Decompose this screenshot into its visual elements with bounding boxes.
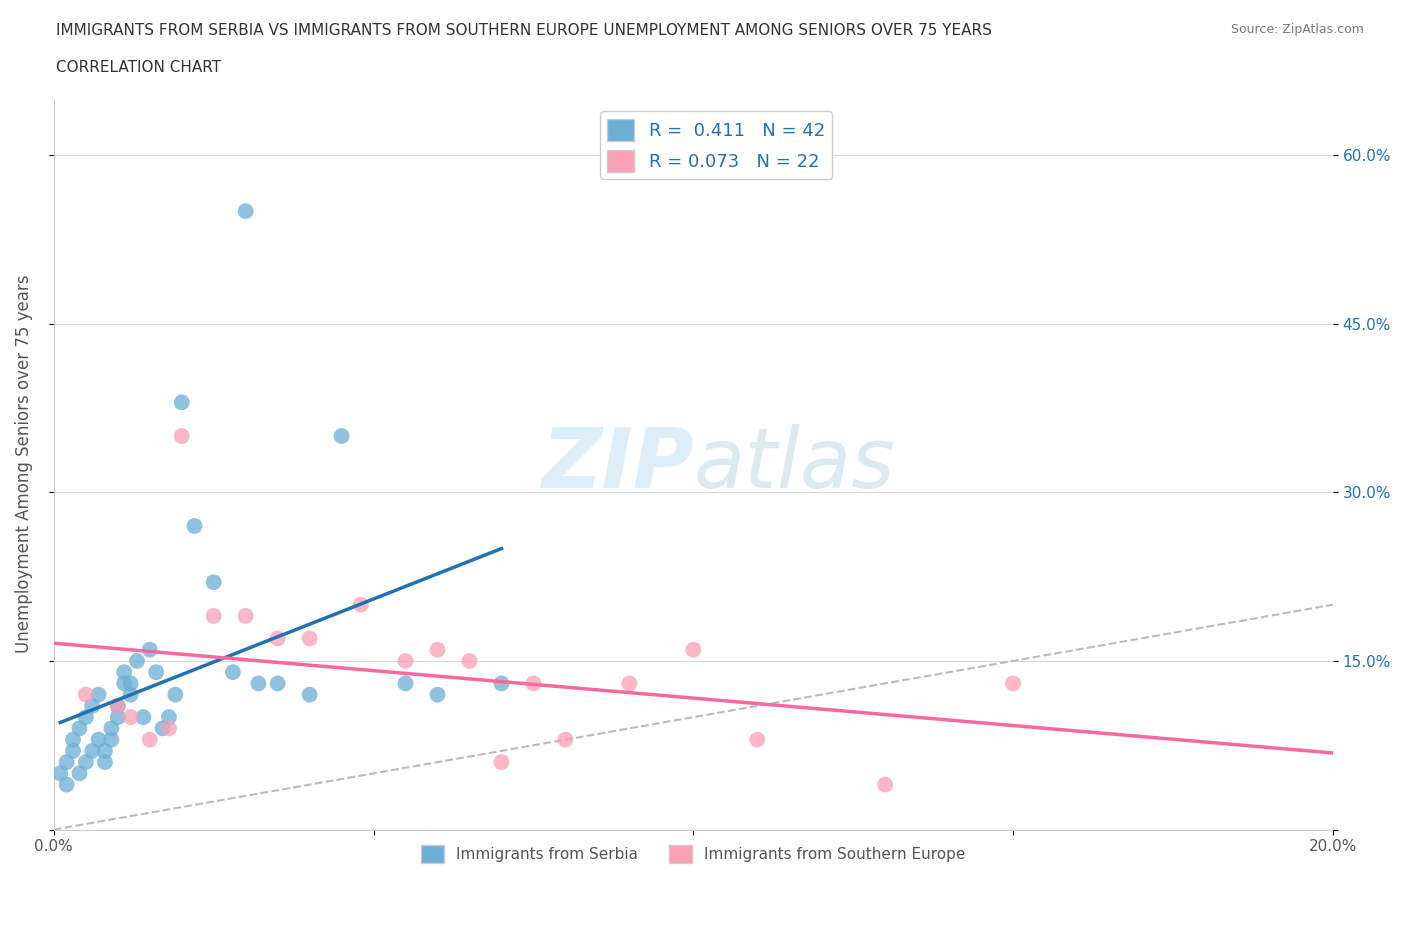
Point	[94, 754, 117, 769]
Point	[222, 665, 245, 680]
Point	[157, 710, 180, 724]
Point	[87, 732, 110, 747]
Point	[170, 429, 193, 444]
Text: IMMIGRANTS FROM SERBIA VS IMMIGRANTS FROM SOUTHERN EUROPE UNEMPLOYMENT AMONG SEN: IMMIGRANTS FROM SERBIA VS IMMIGRANTS FRO…	[56, 23, 993, 38]
Point	[120, 676, 142, 691]
Point	[67, 721, 90, 736]
Point	[235, 608, 257, 623]
Point	[75, 710, 97, 724]
Point	[67, 766, 90, 781]
Point	[107, 698, 129, 713]
Point	[747, 732, 769, 747]
Point	[350, 597, 373, 612]
Point	[202, 575, 225, 590]
Point	[112, 676, 135, 691]
Text: CORRELATION CHART: CORRELATION CHART	[56, 60, 221, 75]
Point	[426, 643, 449, 658]
Point	[458, 654, 481, 669]
Point	[491, 754, 513, 769]
Point	[170, 395, 193, 410]
Point	[266, 631, 288, 645]
Legend: Immigrants from Serbia, Immigrants from Southern Europe: Immigrants from Serbia, Immigrants from …	[415, 839, 972, 870]
Point	[107, 698, 129, 713]
Point	[49, 766, 72, 781]
Point	[132, 710, 155, 724]
Point	[62, 732, 84, 747]
Point	[87, 687, 110, 702]
Point	[875, 777, 897, 792]
Point	[94, 743, 117, 758]
Point	[75, 754, 97, 769]
Point	[139, 643, 162, 658]
Point	[266, 676, 288, 691]
Text: Source: ZipAtlas.com: Source: ZipAtlas.com	[1230, 23, 1364, 36]
Point	[152, 721, 174, 736]
Point	[145, 665, 167, 680]
Point	[522, 676, 544, 691]
Point	[426, 687, 449, 702]
Y-axis label: Unemployment Among Seniors over 75 years: Unemployment Among Seniors over 75 years	[15, 275, 32, 654]
Point	[120, 710, 142, 724]
Point	[125, 654, 148, 669]
Point	[82, 698, 104, 713]
Point	[62, 743, 84, 758]
Point	[394, 654, 416, 669]
Point	[183, 519, 205, 534]
Point	[619, 676, 641, 691]
Point	[157, 721, 180, 736]
Point	[120, 687, 142, 702]
Point	[75, 687, 97, 702]
Point	[112, 665, 135, 680]
Point	[298, 631, 321, 645]
Point	[82, 743, 104, 758]
Point	[139, 732, 162, 747]
Point	[554, 732, 576, 747]
Point	[202, 608, 225, 623]
Text: atlas: atlas	[693, 424, 896, 505]
Point	[330, 429, 353, 444]
Point	[107, 710, 129, 724]
Point	[298, 687, 321, 702]
Point	[55, 777, 77, 792]
Point	[55, 754, 77, 769]
Point	[100, 732, 122, 747]
Point	[1002, 676, 1025, 691]
Point	[394, 676, 416, 691]
Point	[165, 687, 187, 702]
Text: ZIP: ZIP	[541, 424, 693, 505]
Point	[247, 676, 270, 691]
Point	[682, 643, 704, 658]
Point	[100, 721, 122, 736]
Point	[235, 204, 257, 219]
Point	[491, 676, 513, 691]
